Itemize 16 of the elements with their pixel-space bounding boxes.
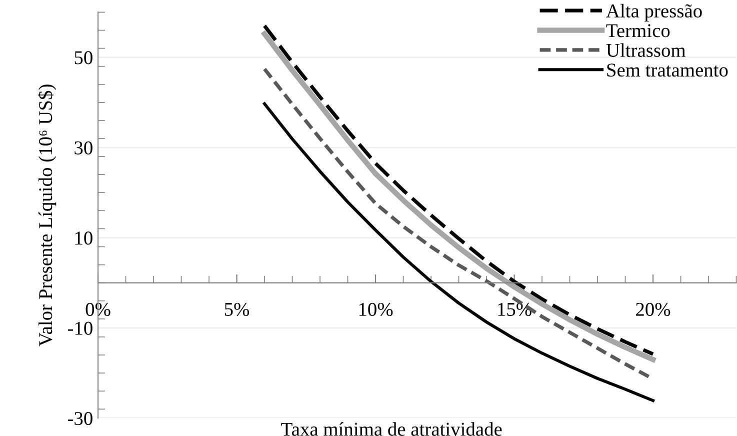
x-tick-label: 15% [498, 302, 532, 316]
legend-label: Sem tratamento [607, 64, 728, 77]
y-tick-label: 10 [75, 232, 92, 245]
legend-label: Ultrassom [606, 43, 686, 57]
y-tick-label: 50 [74, 51, 92, 64]
y-tick-label: -10 [68, 322, 92, 335]
x-tick-label: 0% [86, 302, 110, 316]
x-tick-label: 5% [224, 302, 250, 316]
y-axis-title: Valor Presente Líquido (10⁶ US$) [38, 84, 56, 346]
y-tick-label: -30 [68, 412, 92, 426]
legend-label: Alta pressão [606, 4, 702, 22]
y-tick-label: 30 [74, 141, 92, 154]
x-tick-label: 20% [636, 302, 670, 316]
legend-label: Termico [606, 24, 670, 38]
x-tick-label: 10% [359, 302, 393, 316]
x-axis-title: Taxa mínima de atratividade [281, 422, 502, 436]
